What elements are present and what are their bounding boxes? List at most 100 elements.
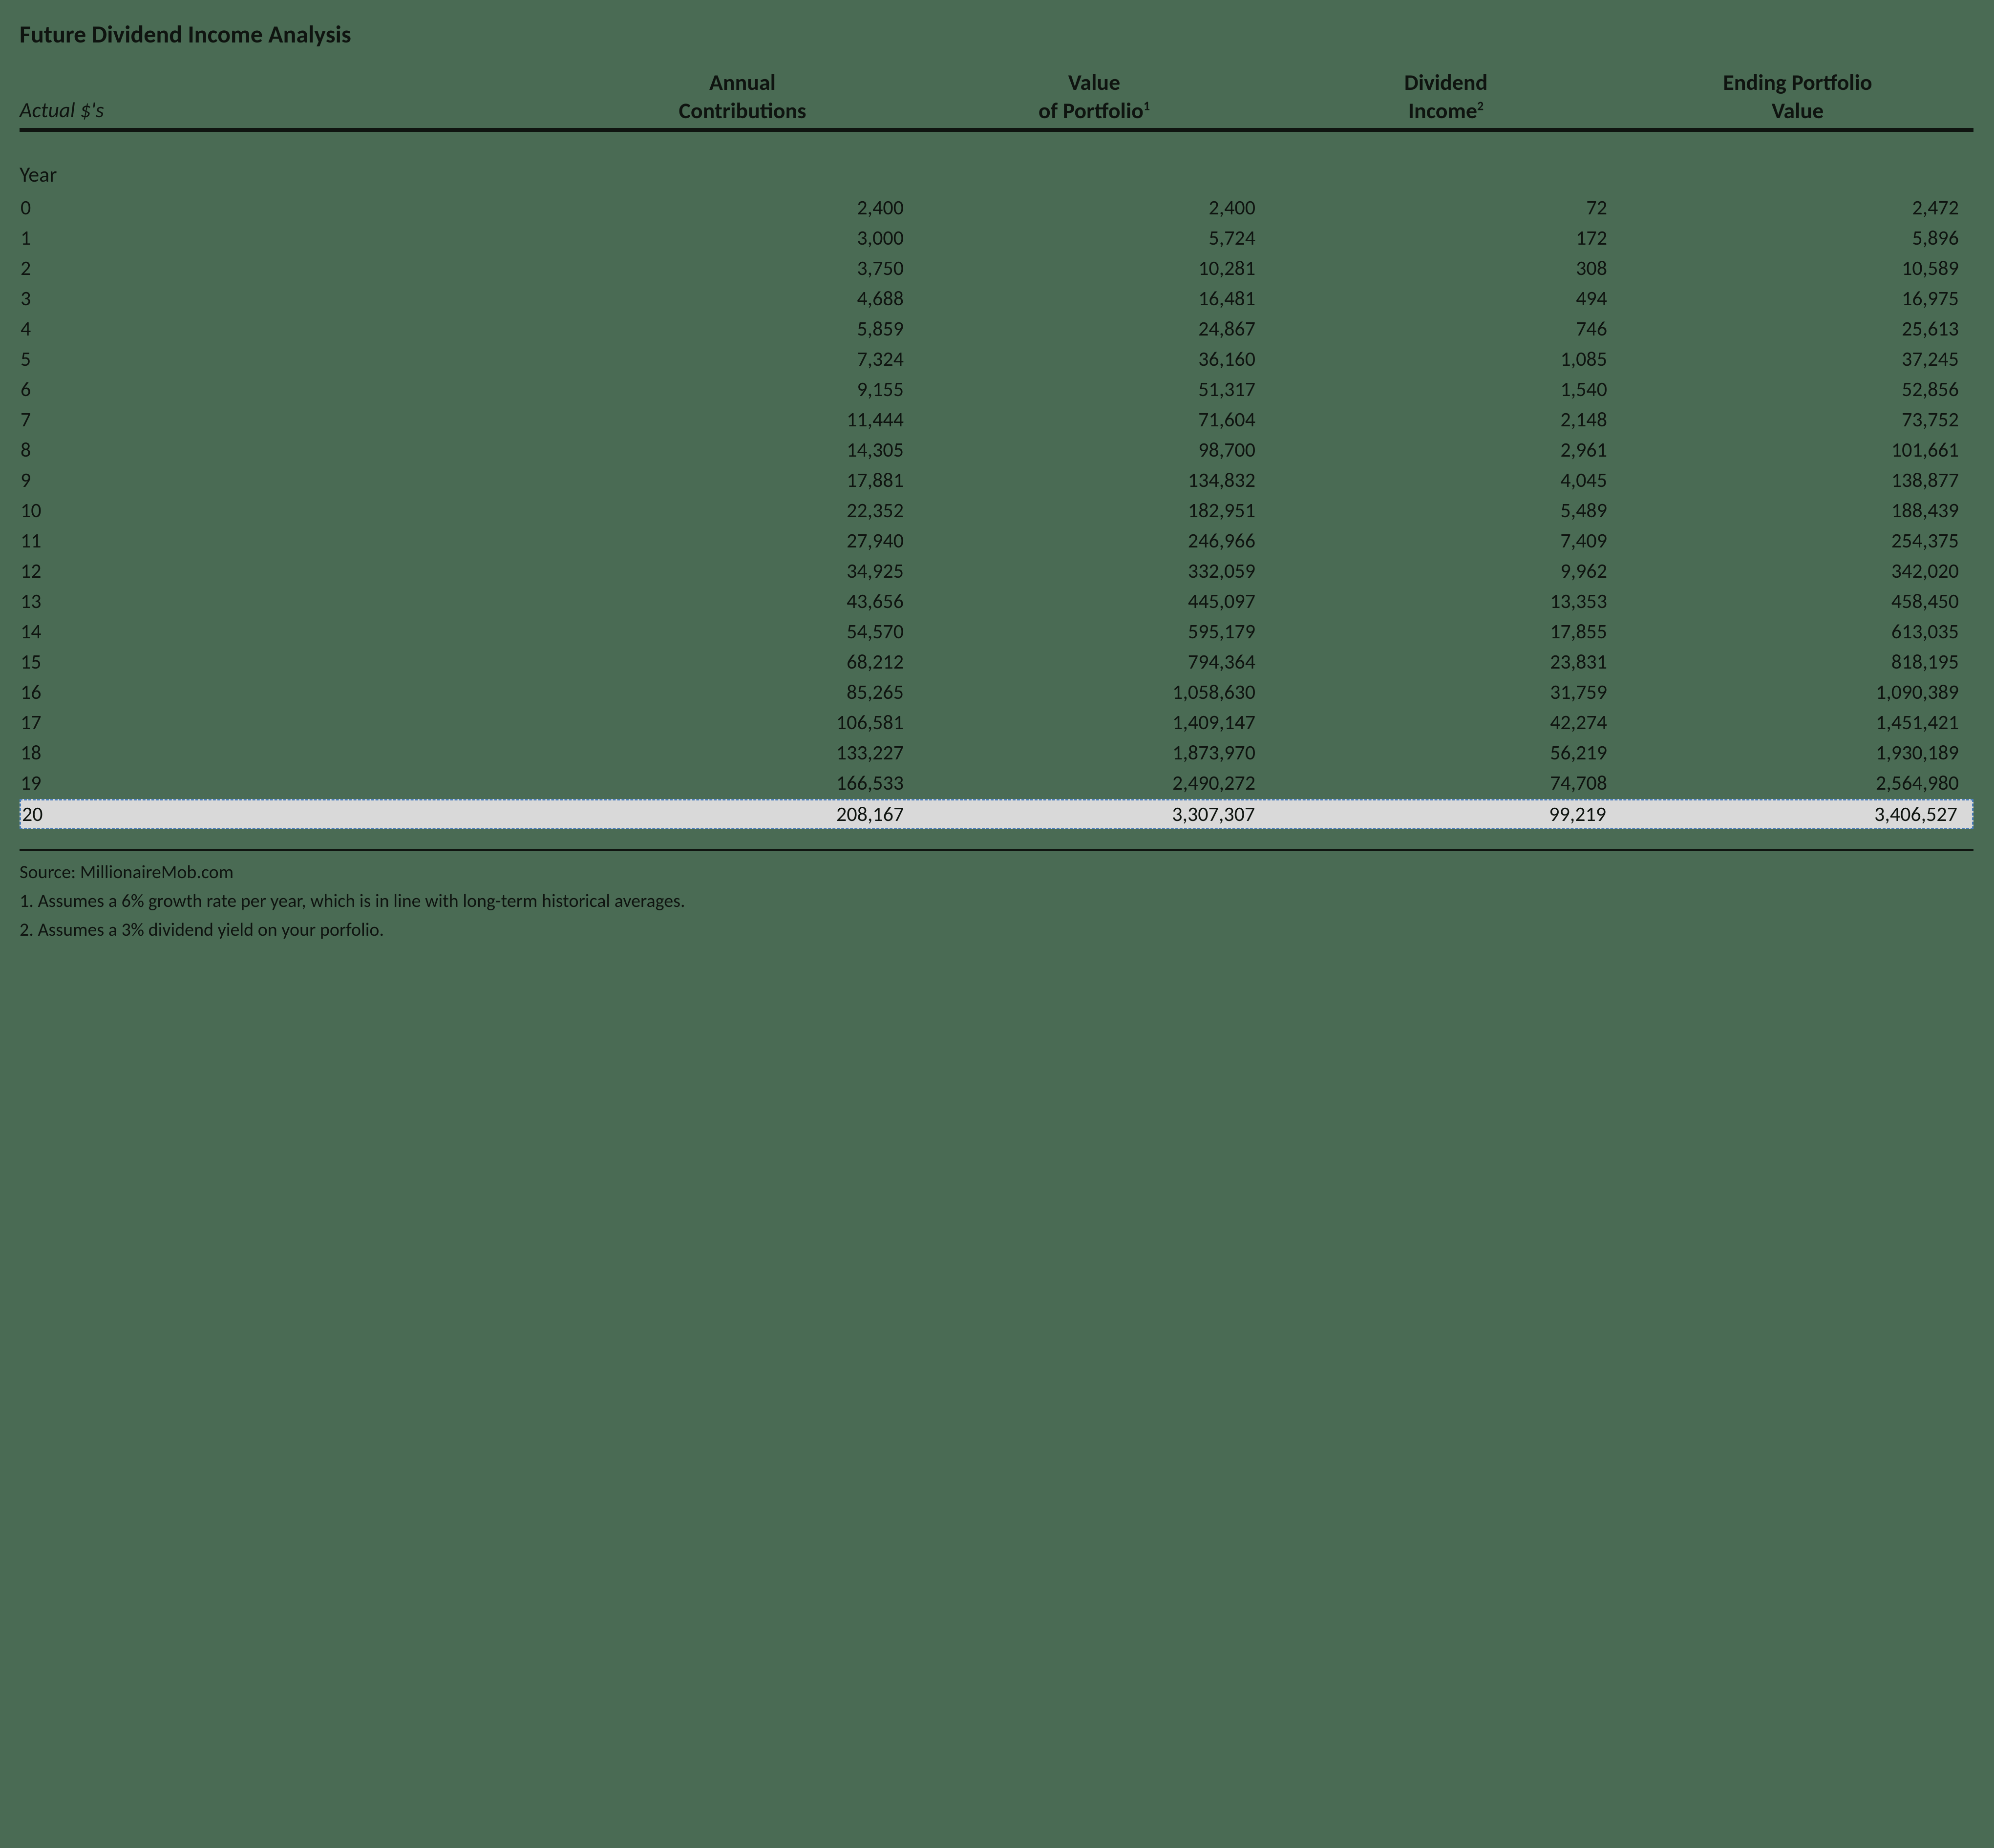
value-cell: 106,581 (567, 710, 918, 735)
table-row: 1127,940246,9667,409254,375 (20, 525, 1973, 556)
year-cell: 3 (20, 286, 567, 311)
table-row: 814,30598,7002,961101,661 (20, 435, 1973, 465)
subtitle: Actual $'s (20, 97, 567, 125)
year-cell: 12 (20, 559, 567, 584)
table-title: Future Dividend Income Analysis (20, 20, 1973, 49)
year-cell: 1 (20, 226, 567, 251)
value-cell: 85,265 (567, 680, 918, 705)
value-cell: 3,406,527 (1621, 802, 1972, 827)
value-cell: 494 (1270, 286, 1622, 311)
footnote-line: 1. Assumes a 6% growth rate per year, wh… (20, 887, 1973, 916)
table-row: 1234,925332,0599,962342,020 (20, 556, 1973, 586)
table-row: 45,85924,86774625,613 (20, 314, 1973, 344)
year-cell: 11 (20, 528, 567, 553)
value-cell: 1,540 (1270, 377, 1622, 402)
column-header-2: DividendIncome2 (1270, 69, 1622, 125)
value-cell: 24,867 (918, 316, 1270, 341)
value-cell: 246,966 (918, 528, 1270, 553)
table-row: 17106,5811,409,14742,2741,451,421 (20, 707, 1973, 737)
value-cell: 5,724 (918, 226, 1270, 251)
footnotes: Source: MillionaireMob.com1. Assumes a 6… (20, 858, 1973, 945)
value-cell: 5,489 (1270, 498, 1622, 523)
value-cell: 9,155 (567, 377, 918, 402)
value-cell: 3,307,307 (918, 802, 1270, 827)
table-row: 917,881134,8324,045138,877 (20, 465, 1973, 495)
value-cell: 13,353 (1270, 589, 1622, 614)
header-row: Actual $'s AnnualContributionsValueof Po… (20, 69, 1973, 132)
value-cell: 332,059 (918, 559, 1270, 584)
table-row: 13,0005,7241725,896 (20, 223, 1973, 253)
dividend-analysis-table: Future Dividend Income Analysis Actual $… (20, 20, 1973, 945)
table-row: 711,44471,6042,14873,752 (20, 404, 1973, 435)
value-cell: 2,961 (1270, 438, 1622, 462)
year-cell: 6 (20, 377, 567, 402)
value-cell: 99,219 (1270, 802, 1621, 827)
column-header-0: AnnualContributions (567, 69, 918, 125)
value-cell: 34,925 (567, 559, 918, 584)
value-cell: 10,589 (1622, 256, 1973, 281)
value-cell: 2,148 (1270, 407, 1622, 432)
value-cell: 1,451,421 (1622, 710, 1973, 735)
table-row: 57,32436,1601,08537,245 (20, 344, 1973, 374)
year-cell: 15 (20, 650, 567, 674)
value-cell: 342,020 (1622, 559, 1973, 584)
value-cell: 4,045 (1270, 468, 1622, 493)
year-cell: 13 (20, 589, 567, 614)
column-header-3: Ending PortfolioValue (1622, 69, 1973, 125)
value-cell: 208,167 (567, 802, 918, 827)
value-cell: 818,195 (1622, 650, 1973, 674)
value-cell: 7,324 (567, 347, 918, 372)
table-body: 02,4002,400722,47213,0005,7241725,89623,… (20, 192, 1973, 829)
year-cell: 9 (20, 468, 567, 493)
value-cell: 1,873,970 (918, 740, 1270, 765)
footnote-line: Source: MillionaireMob.com (20, 858, 1973, 887)
value-cell: 27,940 (567, 528, 918, 553)
year-cell: 18 (20, 740, 567, 765)
value-cell: 134,832 (918, 468, 1270, 493)
value-cell: 254,375 (1622, 528, 1973, 553)
bottom-rule (20, 849, 1973, 851)
value-cell: 14,305 (567, 438, 918, 462)
value-cell: 2,400 (918, 195, 1270, 220)
value-cell: 2,400 (567, 195, 918, 220)
year-cell: 17 (20, 710, 567, 735)
year-cell: 20 (21, 802, 567, 827)
value-cell: 56,219 (1270, 740, 1622, 765)
value-cell: 9,962 (1270, 559, 1622, 584)
value-cell: 1,409,147 (918, 710, 1270, 735)
value-cell: 3,750 (567, 256, 918, 281)
value-cell: 31,759 (1270, 680, 1622, 705)
value-cell: 22,352 (567, 498, 918, 523)
value-cell: 16,481 (918, 286, 1270, 311)
value-cell: 166,533 (567, 771, 918, 796)
value-cell: 445,097 (918, 589, 1270, 614)
table-row: 20208,1673,307,30799,2193,406,527 (20, 799, 1973, 829)
year-cell: 10 (20, 498, 567, 523)
year-cell: 19 (20, 771, 567, 796)
value-cell: 1,930,189 (1622, 740, 1973, 765)
value-cell: 23,831 (1270, 650, 1622, 674)
column-header-1: Valueof Portfolio1 (918, 69, 1270, 125)
value-cell: 73,752 (1622, 407, 1973, 432)
value-cell: 7,409 (1270, 528, 1622, 553)
value-cell: 51,317 (918, 377, 1270, 402)
value-cell: 2,472 (1622, 195, 1973, 220)
value-cell: 54,570 (567, 619, 918, 644)
value-cell: 5,896 (1622, 226, 1973, 251)
year-cell: 16 (20, 680, 567, 705)
table-row: 1685,2651,058,63031,7591,090,389 (20, 677, 1973, 707)
value-cell: 5,859 (567, 316, 918, 341)
value-cell: 72 (1270, 195, 1622, 220)
table-row: 69,15551,3171,54052,856 (20, 374, 1973, 404)
value-cell: 1,090,389 (1622, 680, 1973, 705)
year-section-label: Year (20, 161, 1973, 188)
value-cell: 182,951 (918, 498, 1270, 523)
value-cell: 746 (1270, 316, 1622, 341)
year-cell: 0 (20, 195, 567, 220)
value-cell: 36,160 (918, 347, 1270, 372)
table-row: 1454,570595,17917,855613,035 (20, 616, 1973, 647)
value-cell: 595,179 (918, 619, 1270, 644)
value-cell: 98,700 (918, 438, 1270, 462)
table-row: 18133,2271,873,97056,2191,930,189 (20, 737, 1973, 768)
value-cell: 4,688 (567, 286, 918, 311)
